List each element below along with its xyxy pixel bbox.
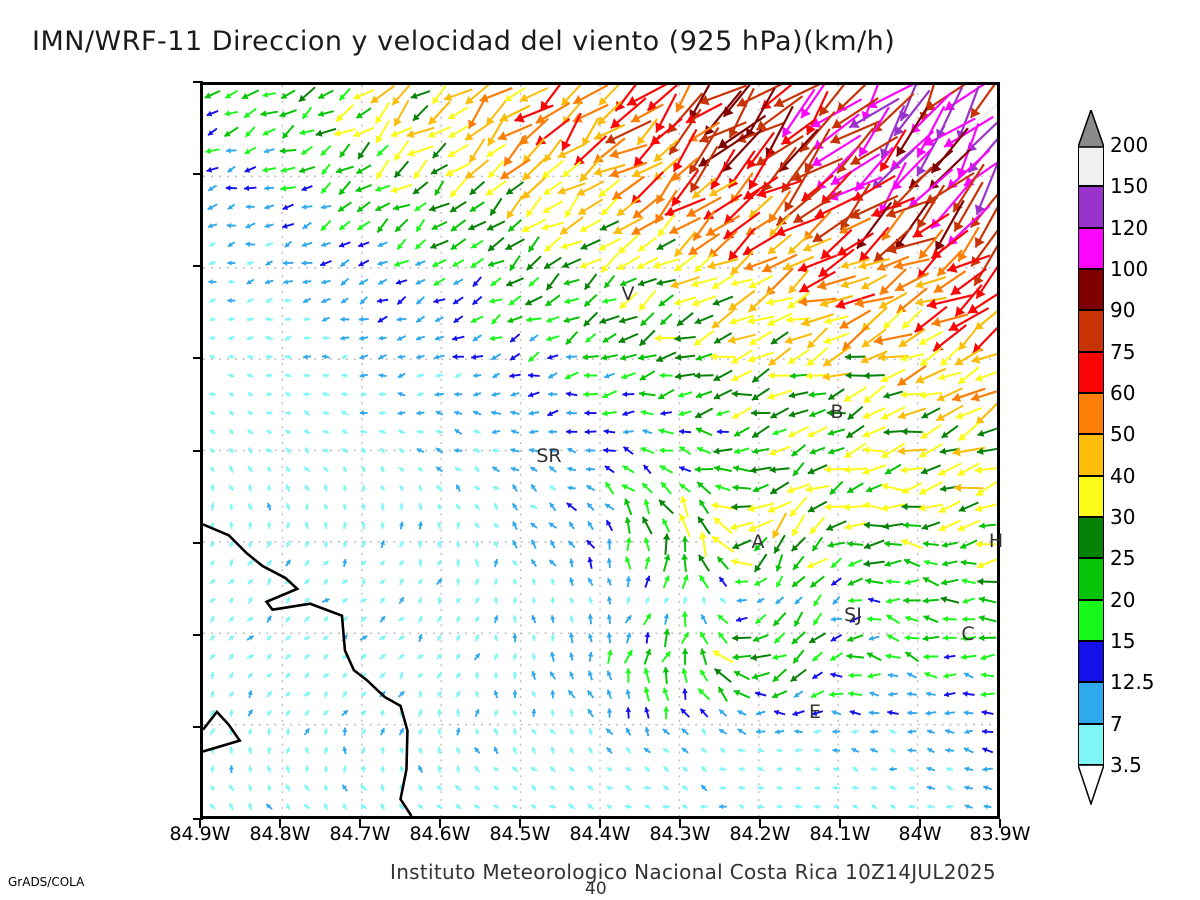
y-axis-tick — [193, 725, 203, 728]
wind-vectors-svg — [203, 85, 997, 816]
x-axis-tick — [599, 819, 601, 828]
colorbar-label: 75 — [1110, 339, 1136, 364]
page-title: IMN/WRF-11 Direccion y velocidad del vie… — [32, 26, 896, 57]
colorbar-top-arrow — [1078, 110, 1104, 148]
x-axis-tick — [359, 819, 361, 828]
colorbar-segment[interactable] — [1078, 434, 1104, 476]
y-axis-tick — [193, 449, 203, 452]
x-axis-label: 84.7W — [329, 823, 391, 845]
x-axis-label: 84.2W — [729, 823, 791, 845]
y-axis-tick — [193, 173, 203, 176]
y-axis-tick — [193, 818, 203, 820]
wind-field-plot — [200, 82, 1000, 819]
colorbar-label: 7 — [1110, 711, 1123, 736]
colorbar-label: 30 — [1110, 505, 1136, 529]
x-axis-label: 83.9W — [969, 823, 1031, 845]
colorbar-segment[interactable] — [1078, 558, 1104, 600]
y-axis-tick — [193, 541, 203, 544]
x-axis-tick — [519, 819, 521, 828]
x-axis-tick — [999, 819, 1001, 828]
x-axis-tick — [759, 819, 761, 828]
x-axis-tick — [919, 819, 921, 828]
colorbar-segment[interactable] — [1078, 269, 1104, 311]
colorbar-segment[interactable] — [1078, 723, 1104, 765]
x-axis-label: 84.5W — [489, 823, 551, 845]
colorbar-label: 12.5 — [1110, 670, 1155, 695]
x-axis-tick — [279, 819, 281, 828]
y-axis-tick — [193, 265, 203, 268]
colorbar-label: 50 — [1110, 422, 1136, 447]
colorbar-segment[interactable] — [1078, 517, 1104, 559]
x-axis-tick — [839, 819, 841, 828]
x-axis-label: 84.1W — [809, 823, 871, 845]
colorbar-segment[interactable] — [1078, 393, 1104, 435]
colorbar-label: 3.5 — [1110, 753, 1142, 777]
colorbar-segment[interactable] — [1078, 682, 1104, 724]
colorbar-segment[interactable] — [1078, 310, 1104, 352]
x-axis-tick — [199, 819, 201, 828]
coastline — [203, 523, 413, 816]
colorbar-segment[interactable] — [1078, 145, 1104, 187]
colorbar-label: 40 — [1110, 463, 1136, 488]
colorbar-label: 200 — [1110, 133, 1149, 157]
wind-barbs — [204, 85, 997, 811]
footer-credit: Instituto Meteorologico Nacional Costa R… — [390, 860, 996, 884]
x-axis-tick — [439, 819, 441, 828]
colorbar-segment[interactable] — [1078, 186, 1104, 228]
colorbar-label: 25 — [1110, 546, 1136, 571]
x-axis-label: 84.8W — [249, 823, 311, 845]
colorbar-label: 60 — [1110, 381, 1136, 405]
colorbar-label: 20 — [1110, 587, 1136, 612]
colorbar-segment[interactable] — [1078, 599, 1104, 641]
x-axis-label: 84.3W — [649, 823, 711, 845]
colorbar-segment[interactable] — [1078, 351, 1104, 393]
y-axis-tick — [193, 633, 203, 636]
x-axis-label: 84.4W — [569, 823, 631, 845]
colorbar-label: 100 — [1110, 257, 1149, 281]
x-axis-label: 84.9W — [169, 823, 231, 845]
x-axis-label: 84W — [898, 823, 942, 845]
colorbar-label: 15 — [1110, 629, 1136, 653]
x-axis-tick — [679, 819, 681, 828]
software-credit: GrADS/COLA — [8, 875, 85, 889]
y-axis-tick — [193, 357, 203, 360]
colorbar-segment[interactable] — [1078, 227, 1104, 269]
colorbar-label: 90 — [1110, 298, 1136, 323]
colorbar-bottom-arrow — [1078, 765, 1104, 805]
colorbar-label: 150 — [1110, 174, 1149, 199]
colorbar-label: 120 — [1110, 215, 1149, 240]
colorbar[interactable]: 3.5 7 12.5 15 20 25 30 40 50 60 75 90 100 120 150 200 — [1078, 110, 1155, 805]
colorbar-segment[interactable] — [1078, 641, 1104, 683]
colorbar-segment[interactable] — [1078, 475, 1104, 517]
x-axis-label: 84.6W — [409, 823, 471, 845]
y-axis-tick — [193, 81, 203, 83]
center-number: 40 — [585, 879, 607, 899]
